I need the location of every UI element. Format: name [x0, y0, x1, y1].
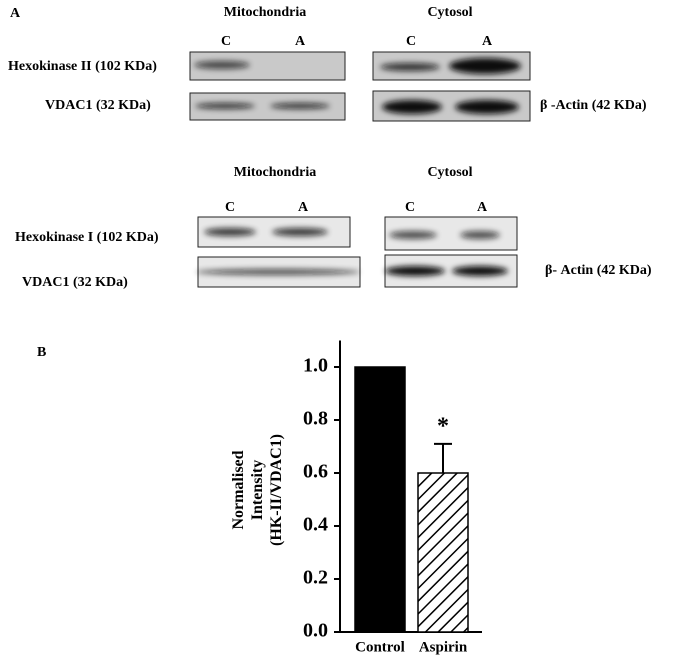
annotation: * [437, 413, 449, 439]
y-axis-label-line: (HK-II/VDAC1) [268, 434, 285, 546]
x-tick-label: Aspirin [419, 639, 468, 655]
lane-label: A [295, 34, 306, 49]
lane-label: C [221, 34, 231, 49]
lane-label: C [406, 34, 416, 49]
y-tick-label: 0.4 [303, 514, 328, 536]
header: Cytosol [427, 165, 472, 180]
lane-label: C [225, 200, 235, 215]
y-tick-label: 0.8 [303, 408, 328, 430]
lane-label: C [405, 200, 415, 215]
row-label: VDAC1 (32 KDa) [45, 98, 151, 113]
row-label: Hexokinase II (102 KDa) [8, 59, 157, 74]
y-tick-label: 0.2 [303, 567, 328, 589]
row-label: Hexokinase I (102 KDa) [15, 230, 159, 245]
panel-label: A [10, 6, 21, 21]
row-label: VDAC1 (32 KDa) [22, 275, 128, 290]
blots [196, 216, 518, 288]
y-axis-label: Normalised Intensity (HK-II/VDAC1) [230, 434, 285, 546]
header: Mitochondria [234, 165, 316, 180]
y-tick-label: 0.0 [303, 620, 328, 642]
bar [354, 366, 406, 633]
lane-label: A [477, 200, 488, 215]
y-axis-label-line: Intensity [249, 460, 266, 520]
header: Mitochondria [224, 5, 306, 20]
header: Cytosol [427, 5, 472, 20]
row-label: β- Actin (42 KDa) [545, 263, 652, 278]
bar [417, 472, 469, 633]
x-tick-label: Control [355, 639, 405, 655]
lane-label: A [482, 34, 493, 49]
y-tick-label: 1.0 [303, 355, 328, 377]
y-tick-label: 0.6 [303, 461, 328, 483]
row-label: β -Actin (42 KDa) [540, 98, 647, 113]
blots [189, 51, 531, 122]
y-axis-label-line: Normalised [230, 450, 247, 529]
lane-label: A [298, 200, 309, 215]
panel-label: B [37, 345, 46, 360]
